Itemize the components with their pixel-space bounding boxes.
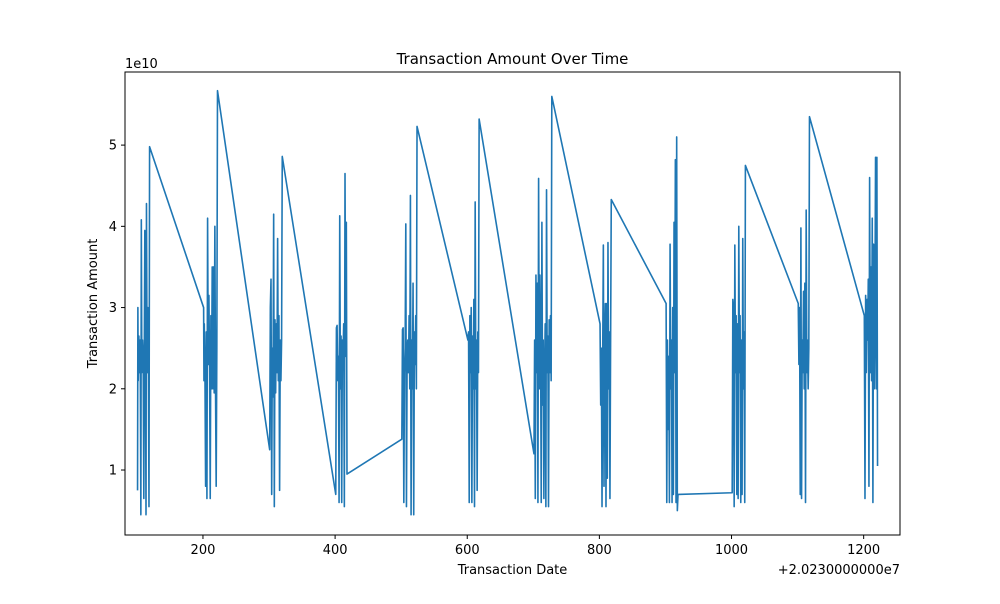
y-axis-label: Transaction Amount: [86, 239, 101, 370]
plot-frame: [124, 71, 901, 536]
x-tick-label: 1200: [847, 543, 880, 558]
series-line-0: [136, 89, 879, 516]
chart-title: Transaction Amount Over Time: [396, 50, 629, 68]
x-tick-label: 600: [455, 543, 480, 558]
y-tick-label: 3: [109, 301, 117, 316]
x-tick-label: 200: [191, 543, 216, 558]
plot-area: [124, 71, 901, 536]
y-tick-label: 2: [109, 382, 117, 397]
y-tick-label: 5: [109, 139, 117, 154]
x-tick-label: 800: [587, 543, 612, 558]
x-tick-label: 400: [323, 543, 348, 558]
x-axis-offset-text: +2.0230000000e7: [778, 563, 900, 578]
y-tick-label: 1: [109, 464, 117, 479]
x-axis-ticks: 200 400 600 800 1000 1200: [191, 535, 880, 558]
x-tick-label: 1000: [715, 543, 748, 558]
series-layer: [136, 89, 879, 516]
y-axis-ticks: 1 2 3 4 5: [109, 139, 125, 479]
x-axis-label: Transaction Date: [457, 563, 568, 578]
y-tick-label: 4: [109, 220, 117, 235]
y-axis-scale-text: 1e10: [125, 57, 158, 72]
plot-background: [125, 72, 900, 535]
